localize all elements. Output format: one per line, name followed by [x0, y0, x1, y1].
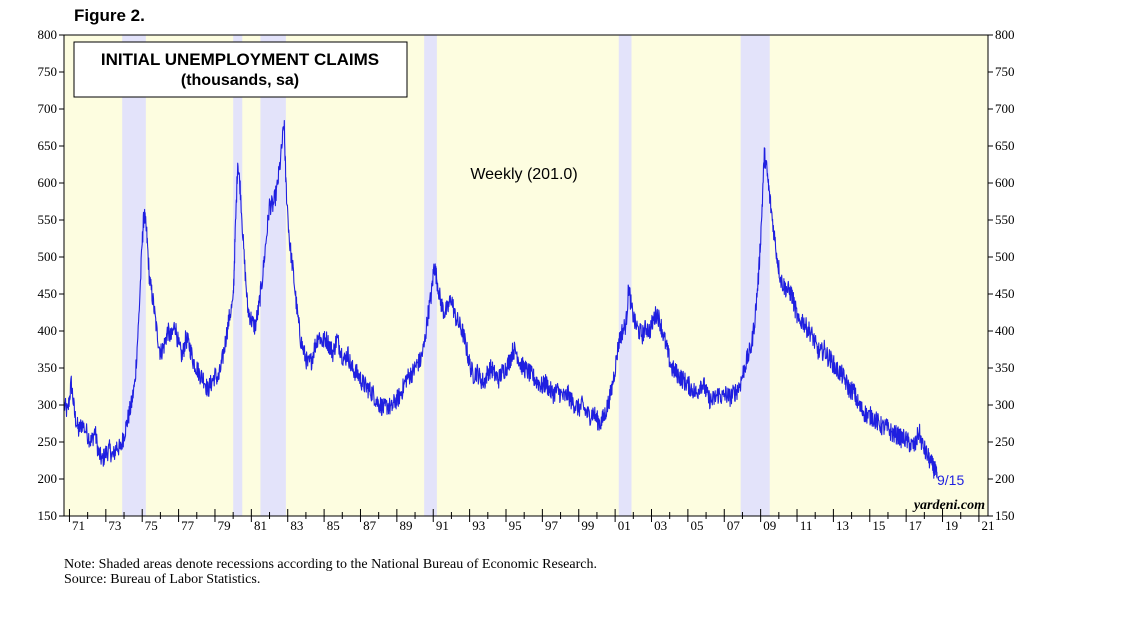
x-tick-label: 09 — [763, 518, 776, 533]
y-tick-label-right: 150 — [995, 508, 1015, 523]
recession-band — [740, 35, 770, 516]
recession-band — [122, 35, 146, 516]
notes: Note: Shaded areas denote recessions acc… — [64, 557, 597, 587]
y-tick-label-right: 550 — [995, 212, 1015, 227]
y-tick-label-left: 600 — [38, 175, 58, 190]
y-tick-label-left: 750 — [38, 64, 58, 79]
y-tick-label-right: 350 — [995, 360, 1015, 375]
x-tick-label: 77 — [181, 518, 195, 533]
figure-label: Figure 2. — [74, 6, 145, 25]
x-axis: 71 73 75 77 79 81 83 85 87 89 91 93 95 97 99 01 03 05 07 09… — [68, 509, 995, 533]
y-tick-label-right: 450 — [995, 286, 1015, 301]
recession-bands — [122, 35, 770, 516]
title-box-frame — [73, 41, 408, 98]
series-label: Weekly (201.0) — [470, 166, 577, 183]
x-tick-label: 19 — [945, 518, 958, 533]
x-tick-label: 97 — [545, 518, 559, 533]
y-axis-right: 150 200 250 300 350 400 450 500 550 600 650 700 750 8… — [988, 27, 1015, 523]
x-tick-label: 85 — [327, 518, 340, 533]
x-tick-label: 79 — [218, 518, 231, 533]
recession-band — [618, 35, 632, 516]
series-group — [63, 119, 938, 479]
x-tick-label: 95 — [509, 518, 522, 533]
x-tick-label: 05 — [690, 518, 703, 533]
y-tick-label-left: 350 — [38, 360, 58, 375]
y-tick-label-left: 450 — [38, 286, 58, 301]
x-tick-label: 15 — [872, 518, 885, 533]
y-tick-label-left: 200 — [38, 471, 58, 486]
x-tick-label: 91 — [436, 518, 449, 533]
x-tick-label: 01 — [618, 518, 631, 533]
y-tick-label-left: 550 — [38, 212, 58, 227]
x-tick-label: 17 — [909, 518, 923, 533]
title-box: INITIAL UNEMPLOYMENT CLAIMS (thousands, … — [73, 41, 408, 98]
y-tick-label-right: 600 — [995, 175, 1015, 190]
plot-frame — [63, 34, 989, 517]
recession-band — [260, 35, 286, 516]
x-tick-label: 81 — [254, 518, 267, 533]
end-value-label: 9/15 — [937, 472, 964, 488]
y-tick-label-right: 500 — [995, 249, 1015, 264]
y-tick-label-left: 400 — [38, 323, 58, 338]
x-tick-label: 03 — [654, 518, 667, 533]
watermark: yardeni.com — [912, 498, 985, 513]
y-tick-label-right: 250 — [995, 434, 1015, 449]
source-line: Source: Bureau of Labor Statistics. — [64, 572, 261, 587]
y-tick-label-right: 800 — [995, 27, 1015, 42]
y-tick-label-left: 800 — [38, 27, 58, 42]
x-tick-label: 75 — [145, 518, 158, 533]
note-line: Note: Shaded areas denote recessions acc… — [64, 557, 597, 572]
chart-title: INITIAL UNEMPLOYMENT CLAIMS — [101, 50, 379, 69]
y-axis-left: 150 200 250 300 350 400 450 500 550 600 650 700 750 8… — [38, 27, 64, 523]
x-tick-label: 89 — [399, 518, 412, 533]
y-tick-label-left: 150 — [38, 508, 58, 523]
y-tick-label-left: 650 — [38, 138, 58, 153]
y-tick-label-left: 700 — [38, 101, 58, 116]
chart-subtitle: (thousands, sa) — [181, 72, 299, 89]
y-tick-label-right: 650 — [995, 138, 1015, 153]
x-tick-label: 71 — [72, 518, 85, 533]
series-line — [63, 119, 938, 479]
x-tick-label: 93 — [472, 518, 485, 533]
y-tick-label-right: 750 — [995, 64, 1015, 79]
y-tick-label-left: 300 — [38, 397, 58, 412]
y-tick-label-right: 300 — [995, 397, 1015, 412]
x-tick-label: 21 — [982, 518, 995, 533]
x-tick-label: 13 — [836, 518, 849, 533]
y-tick-label-right: 200 — [995, 471, 1015, 486]
y-tick-label-right: 700 — [995, 101, 1015, 116]
plot-background — [64, 35, 988, 516]
x-tick-label: 99 — [581, 518, 594, 533]
chart: 150 200 250 300 350 400 450 500 550 600 650 700 750 8… — [38, 27, 1015, 533]
y-tick-label-left: 500 — [38, 249, 58, 264]
recession-band — [233, 35, 243, 516]
x-tick-label: 07 — [727, 518, 741, 533]
recession-band — [424, 35, 437, 516]
x-tick-label: 87 — [363, 518, 377, 533]
y-tick-label-left: 250 — [38, 434, 58, 449]
y-tick-label-right: 400 — [995, 323, 1015, 338]
x-tick-label: 11 — [800, 518, 813, 533]
x-tick-label: 73 — [108, 518, 121, 533]
x-tick-label: 83 — [290, 518, 303, 533]
